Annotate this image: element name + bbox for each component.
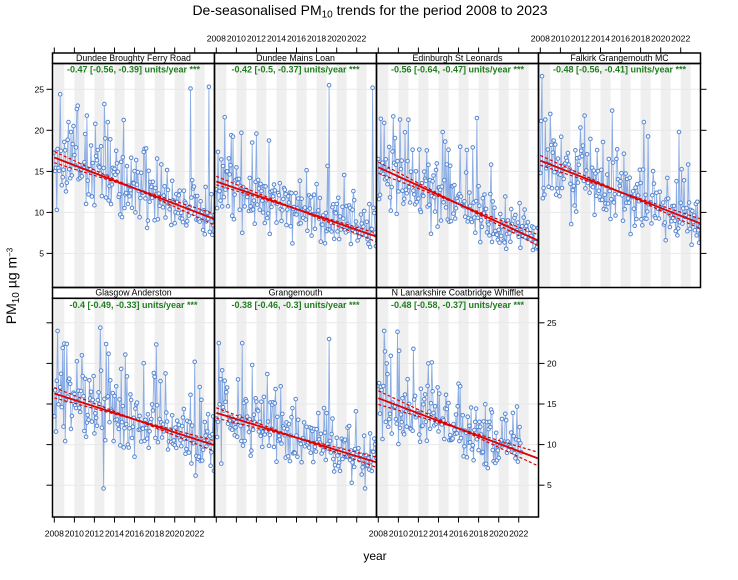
svg-text:10: 10	[34, 207, 44, 217]
svg-text:-0.4 [-0.49, -0.33] units/year: -0.4 [-0.49, -0.33] units/year ***	[69, 300, 198, 310]
svg-text:2008: 2008	[207, 33, 226, 43]
svg-text:Glasgow Anderston: Glasgow Anderston	[95, 288, 171, 298]
svg-text:2012: 2012	[247, 33, 266, 43]
svg-text:2016: 2016	[611, 33, 630, 43]
svg-text:10: 10	[547, 440, 557, 450]
svg-text:-0.56 [-0.64, -0.47] units/yea: -0.56 [-0.64, -0.47] units/year ***	[391, 65, 525, 75]
svg-text:2014: 2014	[429, 529, 448, 539]
svg-text:20: 20	[34, 125, 44, 135]
svg-text:Falkirk Grangemouth MC: Falkirk Grangemouth MC	[570, 53, 669, 63]
svg-text:2018: 2018	[145, 529, 164, 539]
svg-text:De-seasonalised PM10 trends fo: De-seasonalised PM10 trends for the peri…	[192, 2, 547, 21]
svg-text:year: year	[363, 549, 386, 563]
svg-text:2014: 2014	[105, 529, 124, 539]
svg-text:2018: 2018	[469, 529, 488, 539]
svg-text:-0.48 [-0.58, -0.37] units/yea: -0.48 [-0.58, -0.37] units/year ***	[391, 300, 525, 310]
svg-text:2018: 2018	[307, 33, 326, 43]
svg-text:N Lanarkshire Coatbridge Whiff: N Lanarkshire Coatbridge Whifflet	[392, 288, 524, 298]
svg-text:Dundee Broughty Ferry Road: Dundee Broughty Ferry Road	[76, 53, 191, 63]
svg-text:25: 25	[34, 84, 44, 94]
svg-text:2012: 2012	[409, 529, 428, 539]
svg-text:2008: 2008	[369, 529, 388, 539]
svg-text:2020: 2020	[489, 529, 508, 539]
svg-text:25: 25	[547, 318, 557, 328]
svg-text:2010: 2010	[551, 33, 570, 43]
svg-text:2014: 2014	[267, 33, 286, 43]
svg-text:2014: 2014	[591, 33, 610, 43]
svg-text:2016: 2016	[125, 529, 144, 539]
svg-text:2008: 2008	[45, 529, 64, 539]
svg-text:2012: 2012	[85, 529, 104, 539]
svg-text:2022: 2022	[509, 529, 528, 539]
svg-text:2008: 2008	[531, 33, 550, 43]
svg-text:-0.48 [-0.56, -0.41] units/yea: -0.48 [-0.56, -0.41] units/year ***	[553, 65, 687, 75]
svg-text:2022: 2022	[185, 529, 204, 539]
svg-text:15: 15	[547, 399, 557, 409]
svg-text:-0.47 [-0.56, -0.39] units/yea: -0.47 [-0.56, -0.39] units/year ***	[67, 65, 201, 75]
svg-text:2016: 2016	[449, 529, 468, 539]
svg-text:20: 20	[547, 358, 557, 368]
svg-text:Edinburgh St Leonards: Edinburgh St Leonards	[413, 53, 504, 63]
svg-text:5: 5	[39, 248, 44, 258]
svg-text:2018: 2018	[631, 33, 650, 43]
svg-text:Dundee Mains Loan: Dundee Mains Loan	[256, 53, 335, 63]
svg-text:2010: 2010	[389, 529, 408, 539]
svg-text:2010: 2010	[65, 529, 84, 539]
svg-text:-0.42 [-0.5, -0.37] units/year: -0.42 [-0.5, -0.37] units/year ***	[231, 65, 360, 75]
svg-text:PM10 µg m−3: PM10 µg m−3	[3, 247, 22, 324]
svg-text:2020: 2020	[651, 33, 670, 43]
svg-text:2012: 2012	[571, 33, 590, 43]
svg-text:2022: 2022	[671, 33, 690, 43]
svg-text:2022: 2022	[347, 33, 366, 43]
svg-text:2020: 2020	[327, 33, 346, 43]
svg-text:5: 5	[547, 480, 552, 490]
svg-text:15: 15	[34, 166, 44, 176]
svg-text:Grangemouth: Grangemouth	[269, 288, 323, 298]
svg-text:2020: 2020	[165, 529, 184, 539]
svg-text:-0.38 [-0.46, -0.3] units/year: -0.38 [-0.46, -0.3] units/year ***	[231, 300, 360, 310]
svg-text:2016: 2016	[287, 33, 306, 43]
svg-text:2010: 2010	[227, 33, 246, 43]
